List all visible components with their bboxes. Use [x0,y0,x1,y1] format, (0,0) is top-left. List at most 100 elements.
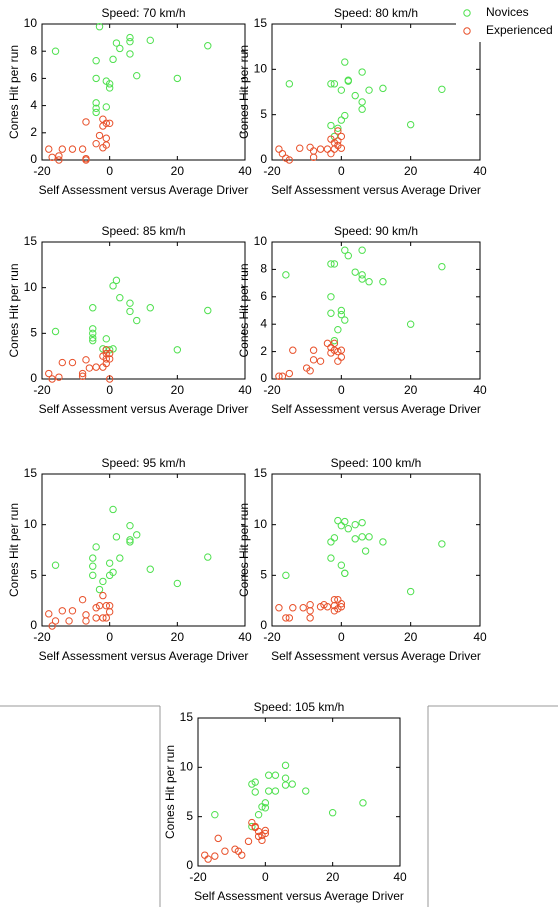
legend-box [456,2,558,42]
x-tick-label: 0 [338,630,345,644]
scatter-point [102,614,110,622]
scatter-point [327,149,335,158]
scatter-point [95,131,104,140]
scatter-point [109,505,117,514]
scatter-point [126,50,134,58]
chart-title: Speed: 105 km/h [254,700,345,714]
y-tick-label: 10 [254,517,268,531]
scatter-point [92,74,100,83]
y-tick-label: 10 [254,62,268,76]
scatter-point [109,568,117,576]
scatter-point [102,335,110,343]
scatter-point [89,304,97,312]
scatter-point [406,120,415,129]
scatter-point [95,23,104,31]
scatter-point [105,375,114,383]
scatter-point [89,554,97,562]
plot-area [197,717,401,867]
scatter-point [85,364,94,372]
x-axis-label: Self Assessment versus Average Driver [39,183,249,197]
scatter-point [351,91,359,100]
scatter-point [89,325,97,333]
scatter-point [365,278,373,286]
scatter-point [282,154,290,162]
scatter-point [327,121,335,130]
scatter-point [146,565,154,573]
scatter-point [334,325,342,334]
scatter-point [126,307,134,316]
x-tick-label: -20 [33,383,51,397]
scatter-point [105,80,114,88]
y-axis-label: Cones Hit per run [237,45,251,139]
y-axis-label: Cones Hit per run [163,745,177,839]
x-axis-label: Self Assessment versus Average Driver [39,402,249,416]
y-axis-label: Cones Hit per run [7,503,21,597]
x-tick-label: -20 [33,164,51,178]
x-axis-label: Self Assessment versus Average Driver [194,889,404,903]
x-axis-label: Self Assessment versus Average Driver [271,402,481,416]
scatter-point [55,156,63,164]
scatter-point [358,105,366,113]
x-tick-label: 0 [338,383,345,397]
scatter-point [361,547,370,555]
plot-area [41,241,246,380]
scatter-point [316,357,325,365]
scatter-point [92,104,100,113]
scatter-point [82,617,90,625]
scatter-point [48,622,56,630]
y-tick-label: 0 [30,371,37,385]
scatter-point [337,306,346,315]
scatter-point [278,372,287,380]
scatter-point [365,533,373,541]
scatter-point [285,156,294,164]
scatter-point [133,71,141,80]
scatter-point [105,119,114,127]
scatter-point [438,85,446,93]
scatter-point [359,799,367,807]
scatter-point [351,520,359,529]
scatter-point [105,349,114,358]
scatter-point [285,80,294,88]
scatter-point [285,614,294,622]
x-tick-label: 20 [404,630,418,644]
scatter-point [406,320,415,328]
scatter-point [51,327,60,336]
scatter-point [309,147,318,155]
scatter-point [358,98,366,106]
scatter-point [214,834,222,843]
x-tick-label: 0 [106,630,113,644]
x-tick-label: 40 [473,383,487,397]
scatter-point [204,855,212,863]
x-axis-label: Self Assessment versus Average Driver [39,649,249,663]
scatter-point [126,521,134,530]
scatter-point [327,260,335,268]
x-tick-label: -20 [263,164,281,178]
x-tick-label: 40 [238,383,252,397]
scatter-point [341,58,349,66]
scatter-point [289,346,297,354]
y-tick-label: 2 [30,125,37,139]
scatter-point [330,534,339,542]
y-tick-label: 6 [260,289,267,303]
scatter-point [379,278,387,286]
y-tick-label: 15 [254,16,268,30]
scatter-point [126,37,134,46]
scatter-point [146,304,154,312]
scatter-point [351,268,359,276]
scatter-point [358,271,366,279]
scatter-point [105,559,114,567]
scatter-point [82,356,90,364]
scatter-point [306,614,314,622]
scatter-point [248,780,256,788]
scatter-point [337,521,346,530]
plot-area [271,241,481,380]
scatter-point [45,610,53,618]
scatter-point [68,358,77,367]
scatter-point [281,774,290,782]
y-axis-label: Cones Hit per run [7,45,21,139]
scatter-point [112,276,121,285]
scatter-point [337,132,346,141]
scatter-point [275,372,283,380]
scatter-point [337,86,346,94]
scatter-point [126,538,134,546]
